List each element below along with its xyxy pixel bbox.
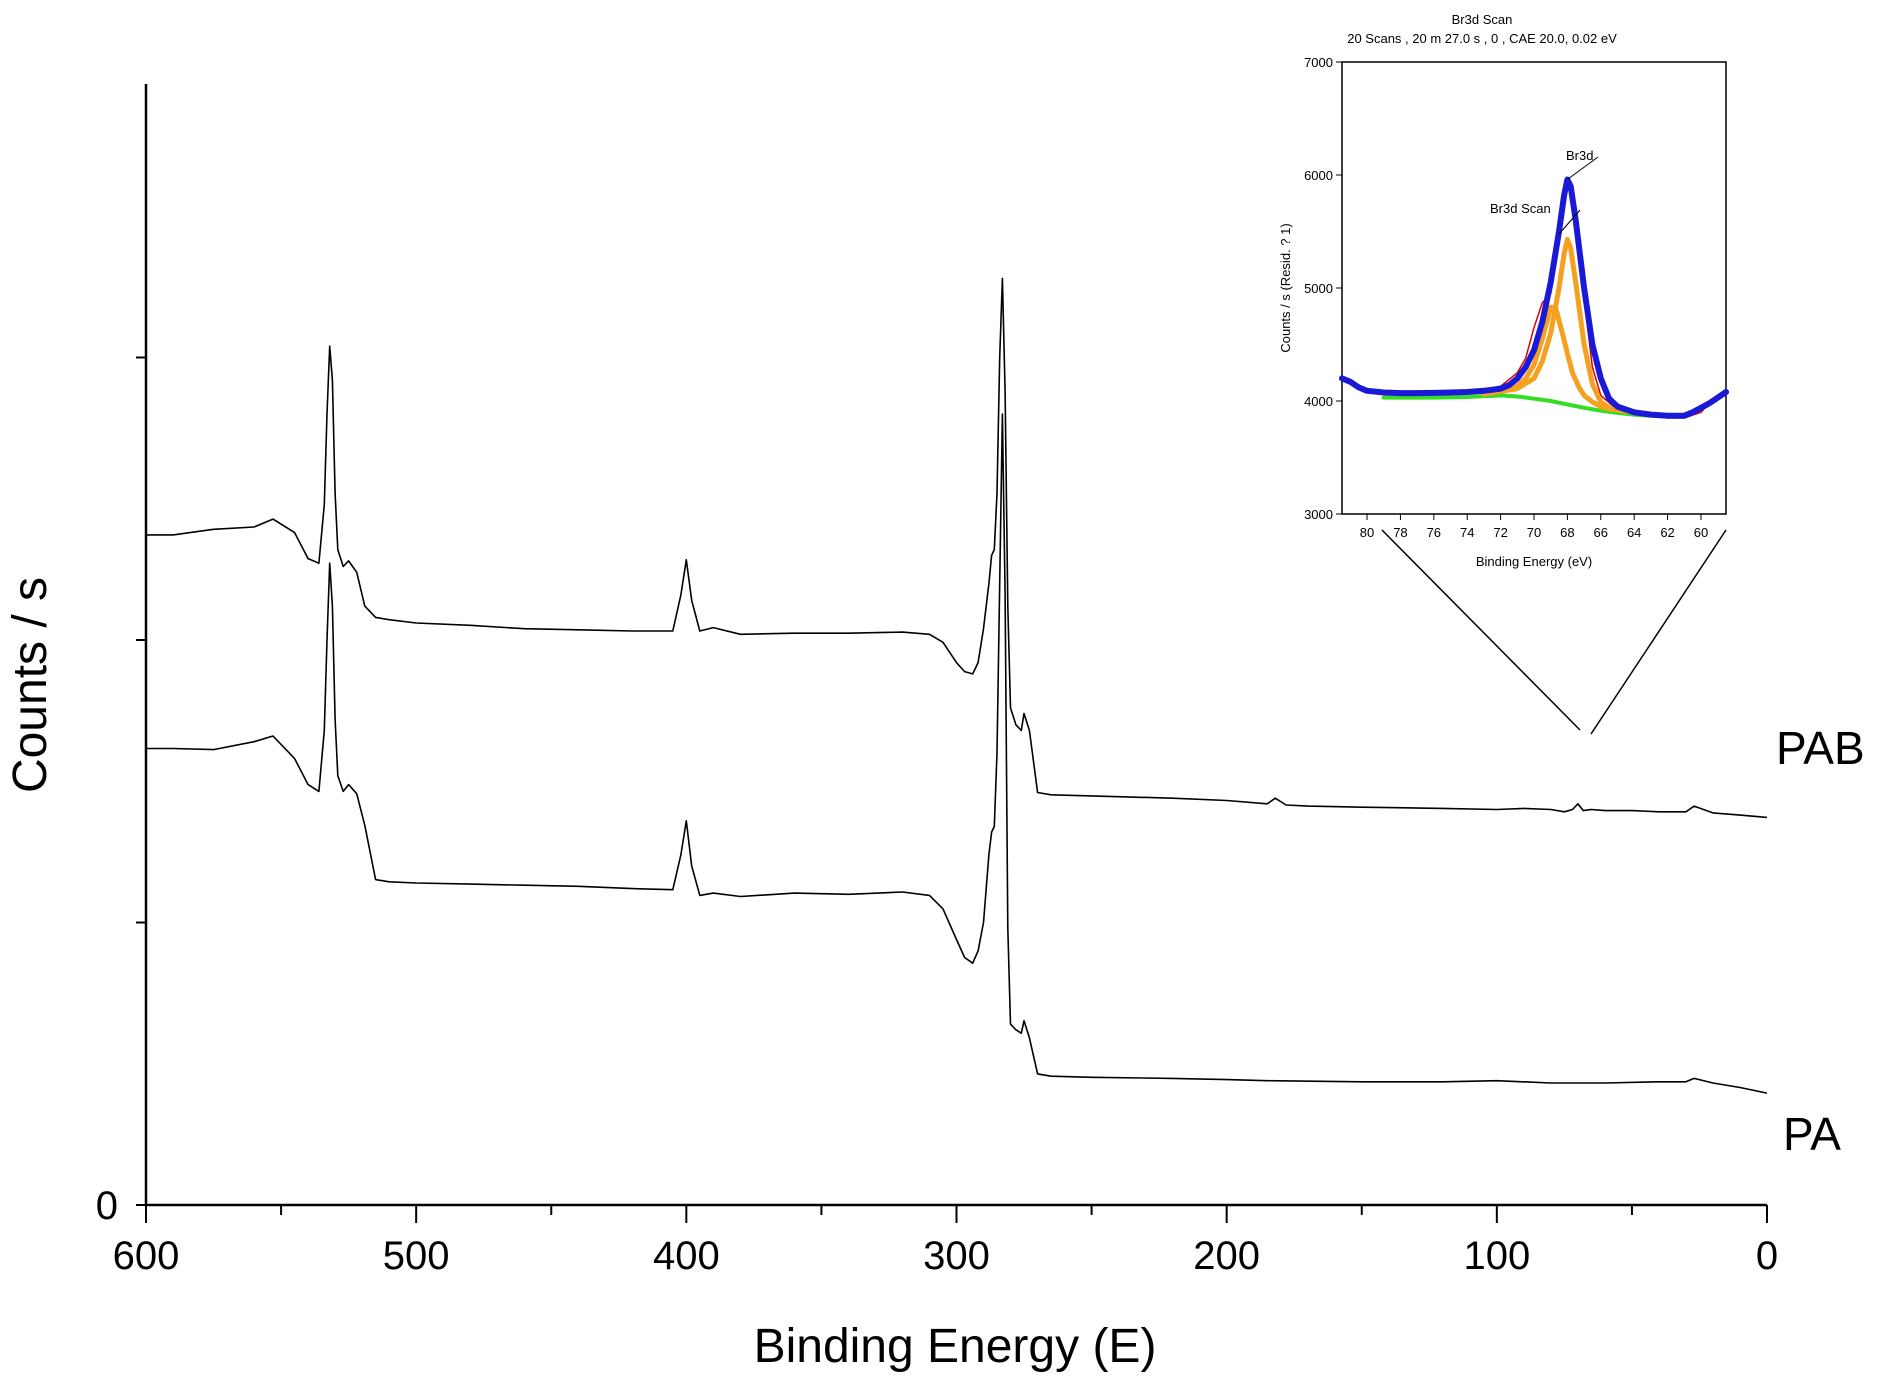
inset-peak-label: Br3d	[1566, 148, 1593, 163]
zoom-connector-left	[1381, 529, 1581, 731]
zoom-connector-right	[1590, 529, 1727, 735]
series-label-pab: PAB	[1776, 722, 1865, 774]
main-x-tick-label: 300	[923, 1234, 990, 1278]
inset-x-tick-label: 60	[1694, 525, 1708, 540]
inset-subtitle: 20 Scans , 20 m 27.0 s , 0 , CAE 20.0, 0…	[1347, 31, 1617, 46]
inset-y-tick-label: 4000	[1304, 394, 1333, 409]
inset-x-tick-label: 64	[1627, 525, 1641, 540]
inset-y-tick-label: 6000	[1304, 168, 1333, 183]
inset-scan-leader-line	[1558, 209, 1581, 235]
series-label-pa: PA	[1783, 1108, 1841, 1160]
inset-x-tick-label: 70	[1527, 525, 1541, 540]
inset-x-tick-label: 68	[1560, 525, 1574, 540]
main-x-tick-label: 500	[383, 1234, 450, 1278]
main-x-tick-label: 0	[1756, 1234, 1778, 1278]
inset-scan-label: Br3d Scan	[1490, 201, 1551, 216]
inset-series-envelope	[1339, 176, 1729, 419]
inset-zoom-connector-lines	[1381, 529, 1727, 735]
main-xps-survey-chart: 600 500 400 300 200 100 00 Binding Energy (E) …	[4, 84, 1865, 1373]
inset-title: Br3d Scan	[1452, 12, 1513, 27]
main-series-group	[146, 277, 1768, 1094]
main-x-tick-label: 400	[653, 1234, 720, 1278]
main-x-tick-label: 200	[1193, 1234, 1260, 1278]
inset-y-tick-label: 3000	[1304, 507, 1333, 522]
inset-y-tick-label: 7000	[1304, 55, 1333, 70]
main-y-tick-label: 0	[96, 1184, 118, 1228]
inset-x-axis-title: Binding Energy (eV)	[1476, 554, 1592, 569]
inset-x-tick-label: 74	[1460, 525, 1474, 540]
inset-series-group	[1339, 176, 1729, 419]
main-x-axis-title: Binding Energy (E)	[754, 1320, 1157, 1373]
inset-x-tick-label: 80	[1360, 525, 1374, 540]
inset-x-tick-label: 62	[1660, 525, 1674, 540]
inset-y-tick-label: 5000	[1304, 281, 1333, 296]
inset-x-tick-label: 66	[1594, 525, 1608, 540]
main-y-axis-title: Counts / s	[4, 577, 57, 793]
main-x-tick-label: 600	[113, 1234, 180, 1278]
main-series-line-pa	[146, 413, 1768, 1094]
main-ticks: 600 500 400 300 200 100 0 0	[96, 356, 1778, 1278]
inset-x-tick-label: 76	[1427, 525, 1441, 540]
inset-br3d-chart: Br3d Scan 20 Scans , 20 m 27.0 s , 0 , C…	[1278, 12, 1729, 569]
inset-peak-leader-line	[1567, 156, 1599, 180]
inset-ticks: 80 78 76 74 72 70 68 66 64 62 60 3000 4000 5000 6000 70…	[1304, 55, 1708, 540]
main-x-tick-label: 100	[1463, 1234, 1530, 1278]
inset-y-axis-title: Counts / s (Resid. ? 1)	[1278, 223, 1293, 352]
inset-x-tick-label: 72	[1493, 525, 1507, 540]
inset-x-tick-label: 78	[1393, 525, 1407, 540]
inset-series-component-2	[1481, 236, 1637, 415]
inset-series-component	[1481, 304, 1637, 415]
main-series-line-pab	[146, 277, 1768, 819]
inset-frame	[1341, 61, 1727, 515]
